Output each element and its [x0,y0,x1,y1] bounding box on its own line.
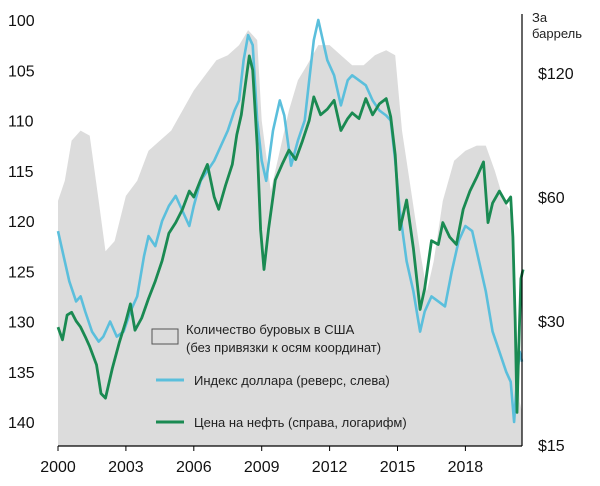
dollar-index-line [56,18,524,424]
left-axis-tick-label: 120 [8,214,35,231]
legend-dollar-label: Индекс доллара (реверс, слева) [194,373,390,388]
right-axis-unit-line1: За [532,10,548,25]
oil-price-line-layer [56,54,525,414]
x-axis-tick-label: 2015 [380,459,416,476]
dollar-index-line-layer [56,18,524,424]
right-axis-ticks: $120 $60 $30 $15 [538,66,574,455]
right-axis-unit-line2: баррель [532,26,582,41]
x-axis-tick-label: 2018 [448,459,484,476]
legend-oil-label: Цена на нефть (справа, логарифм) [194,415,407,430]
left-axis-tick-label: 130 [8,315,35,332]
x-axis-ticks: 2000 2003 2006 2009 2012 2015 2018 [40,446,483,476]
left-axis-tick-label: 105 [8,63,35,80]
x-axis-tick-label: 2006 [176,459,212,476]
left-axis-tick-label: 115 [8,164,34,181]
left-axis-tick-label: 100 [8,13,35,30]
left-axis-tick-label: 135 [8,365,35,382]
left-axis-tick-label: 110 [8,114,34,131]
x-axis-tick-label: 2003 [108,459,144,476]
right-axis-tick-label: $30 [538,314,565,331]
left-axis-ticks: 100 105 110 115 120 125 130 135 140 [8,13,35,432]
right-axis-tick-label: $120 [538,66,574,83]
left-axis-tick-label: 140 [8,415,35,432]
left-axis-tick-label: 125 [8,264,35,281]
legend-rigs-swatch [151,328,179,345]
right-axis-tick-label: $60 [538,190,565,207]
x-axis-tick-label: 2012 [312,459,348,476]
x-axis-tick-label: 2009 [244,459,280,476]
legend: Количество буровых в США (без привязки к… [151,322,407,430]
right-axis-tick-label: $15 [538,438,565,455]
legend-rigs-label-line2: (без привязки к осям координат) [186,340,381,355]
legend-rigs-label-line1: Количество буровых в США [186,322,355,337]
x-axis-tick-label: 2000 [40,459,76,476]
oil-price-line [56,54,525,414]
